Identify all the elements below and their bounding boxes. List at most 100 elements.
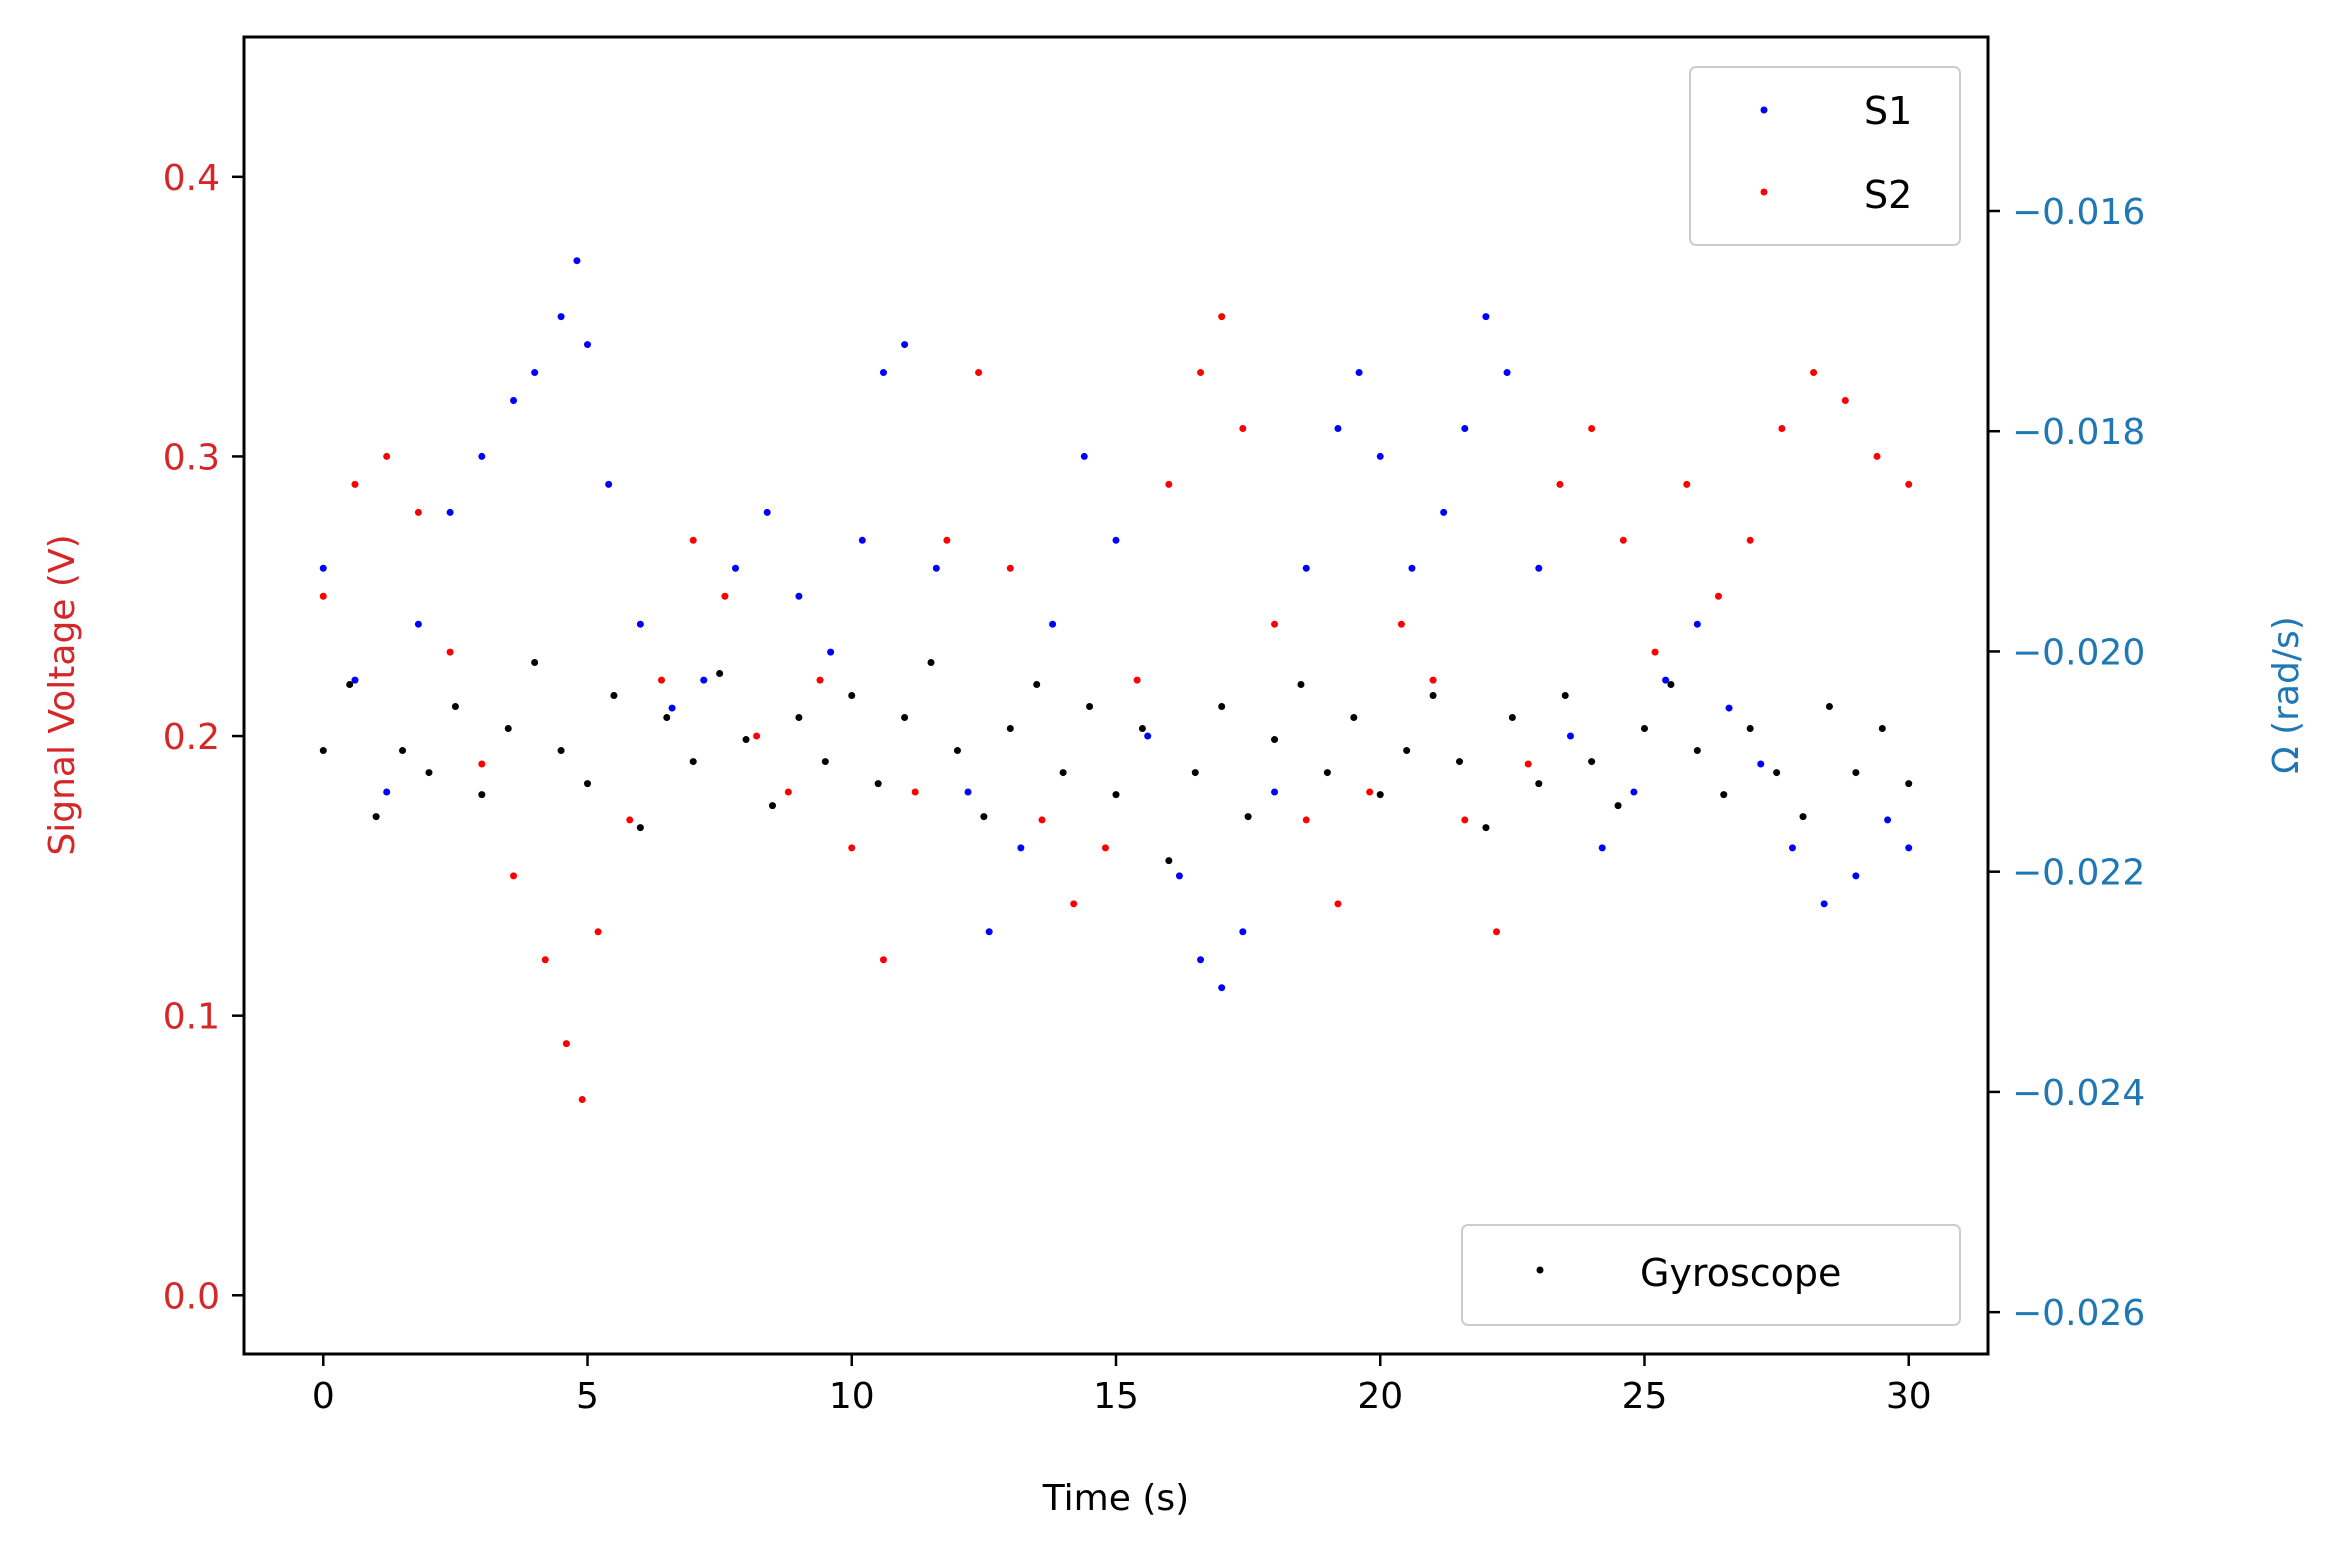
s1-point	[1080, 452, 1088, 460]
s1-point	[1112, 536, 1120, 544]
s1-point	[1197, 956, 1205, 964]
gyroscope-point	[1773, 769, 1781, 777]
s1-point	[795, 592, 803, 600]
s1-point	[1408, 564, 1416, 572]
gyroscope-point	[689, 758, 697, 766]
gyroscope-point	[478, 791, 486, 799]
s2-points	[319, 313, 1913, 1104]
gyroscope-point	[1693, 747, 1701, 755]
s2-point	[816, 676, 824, 684]
s2-point	[1493, 928, 1501, 936]
gyroscope-point	[1350, 714, 1358, 722]
right-y-tick-label: −0.024	[2012, 1073, 2145, 1114]
gyroscope-point	[716, 669, 724, 677]
gyroscope-point	[1852, 769, 1860, 777]
gyroscope-point	[1059, 769, 1067, 777]
s1-point	[1503, 369, 1511, 377]
s2-point	[510, 872, 518, 880]
legend-s1-marker	[1760, 106, 1768, 114]
legend-s1-s2: S1 S2	[1689, 66, 1961, 246]
gyroscope-point	[636, 824, 644, 832]
s2-point	[1070, 900, 1078, 908]
gyroscope-point	[346, 680, 354, 688]
s2-point	[1841, 397, 1849, 405]
gyroscope-point	[1165, 857, 1173, 865]
gyroscope-point	[927, 658, 935, 666]
s1-point	[1482, 313, 1490, 321]
s2-point	[626, 816, 634, 824]
legend-s1-s2-box	[1689, 66, 1961, 246]
s1-point	[584, 341, 592, 349]
s1-point	[932, 564, 940, 572]
s1-point	[1239, 928, 1247, 936]
s2-point	[879, 956, 887, 964]
s1-point	[573, 257, 581, 265]
gyroscope-point	[1456, 758, 1464, 766]
s1-point	[964, 788, 972, 796]
gyroscope-point	[768, 802, 776, 810]
s2-point	[1588, 424, 1596, 432]
left-y-tick-label: 0.0	[163, 1276, 220, 1317]
gyroscope-point	[425, 769, 433, 777]
gyroscope-point	[319, 747, 327, 755]
s2-point	[1271, 620, 1279, 628]
gyroscope-point	[1086, 703, 1094, 711]
s1-point	[351, 676, 359, 684]
gyroscope-point	[399, 747, 407, 755]
s1-point	[1630, 788, 1638, 796]
x-tick-label: 20	[1357, 1376, 1403, 1417]
s2-point	[1683, 480, 1691, 488]
gyroscope-points	[319, 658, 1913, 865]
legend-gyroscope-box	[1461, 1224, 1961, 1326]
legend-s2-marker	[1760, 188, 1768, 196]
s1-point	[1218, 984, 1226, 992]
gyroscope-point	[1535, 780, 1543, 788]
s2-point	[1873, 452, 1881, 460]
gyroscope-point	[1006, 725, 1014, 733]
gyroscope-point	[742, 736, 750, 744]
gyroscope-point	[372, 813, 380, 821]
s2-point	[689, 536, 697, 544]
s2-point	[1334, 900, 1342, 908]
s2-point	[1619, 536, 1627, 544]
s2-point	[1239, 424, 1247, 432]
gyroscope-point	[901, 714, 909, 722]
gyroscope-point	[1614, 802, 1622, 810]
s2-point	[1778, 424, 1786, 432]
s2-point	[1366, 788, 1374, 796]
s2-point	[562, 1040, 570, 1048]
s1-point	[1884, 816, 1892, 824]
s1-point	[478, 452, 486, 460]
s1-point	[1566, 732, 1574, 740]
s2-point	[1810, 369, 1818, 377]
s1-point	[985, 928, 993, 936]
s2-point	[721, 592, 729, 600]
left-y-tick-label: 0.2	[163, 717, 220, 758]
s1-point	[1725, 704, 1733, 712]
s1-point	[1461, 424, 1469, 432]
s2-point	[594, 928, 602, 936]
gyroscope-point	[795, 714, 803, 722]
right-y-tick-label: −0.016	[2012, 192, 2145, 233]
s1-point	[319, 564, 327, 572]
x-axis-label: Time (s)	[1042, 1478, 1189, 1519]
s2-point	[541, 956, 549, 964]
s1-point	[446, 508, 454, 516]
x-axis-ticks: 0 5 10 15 20 25 30	[312, 1354, 1932, 1417]
right-y-tick-label: −0.020	[2012, 632, 2145, 673]
s2-point	[1006, 564, 1014, 572]
s2-point	[383, 452, 391, 460]
gyroscope-point	[821, 758, 829, 766]
gyroscope-point	[1905, 780, 1913, 788]
s1-point	[605, 480, 613, 488]
s1-point	[1049, 620, 1057, 628]
gyroscope-point	[663, 714, 671, 722]
s2-point	[658, 676, 666, 684]
s1-point	[700, 676, 708, 684]
s1-point	[531, 369, 539, 377]
left-y-tick-label: 0.3	[163, 437, 220, 478]
s1-point	[1017, 844, 1025, 852]
gyroscope-point	[1825, 703, 1833, 711]
right-y-tick-label: −0.026	[2012, 1293, 2145, 1334]
s2-point	[1165, 480, 1173, 488]
